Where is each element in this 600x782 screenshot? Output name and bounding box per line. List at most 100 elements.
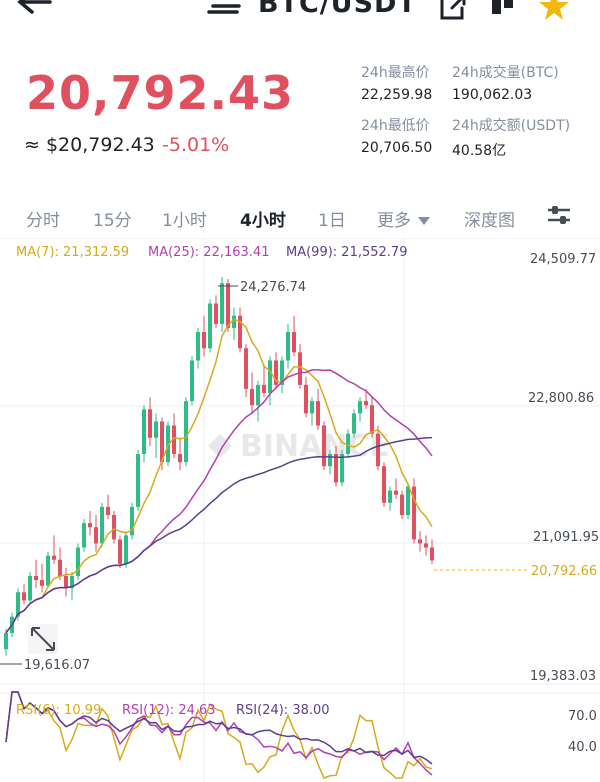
- candle-body: [394, 490, 398, 495]
- candle-body: [166, 425, 170, 463]
- price-change: -5.01%: [162, 134, 230, 156]
- expand-icon[interactable]: [28, 624, 58, 654]
- candle-body: [292, 331, 296, 353]
- high-marker-label: 24,276.74: [240, 280, 306, 295]
- rsi-line: [5, 691, 433, 779]
- candle-body: [106, 506, 110, 516]
- candle-body: [214, 303, 218, 324]
- candle-body: [232, 315, 236, 328]
- candle-body: [376, 433, 380, 467]
- candle-body: [262, 384, 266, 394]
- candle-body: [298, 352, 302, 385]
- ma25-legend: MA(25): 22,163.41: [148, 245, 270, 260]
- rsi-line: [5, 691, 433, 765]
- candle-body: [196, 331, 200, 361]
- ma99-line: [5, 436, 433, 634]
- candle-body: [280, 360, 284, 385]
- candle-body: [322, 425, 326, 467]
- candle-body: [208, 303, 212, 349]
- candle-body: [88, 523, 92, 528]
- candle-body: [4, 632, 8, 650]
- candle-body: [340, 454, 344, 483]
- high-value: 22,259.98: [361, 87, 433, 103]
- y-tick-label: 19,383.03: [530, 669, 596, 684]
- vol-usdt-value: 40.58亿: [452, 143, 507, 159]
- candle-body: [286, 331, 290, 361]
- candle-body: [76, 547, 80, 577]
- star-icon[interactable]: [538, 0, 570, 22]
- candle-body: [250, 388, 254, 406]
- candle-body: [184, 401, 188, 463]
- candle-body: [22, 592, 26, 601]
- candle-body: [40, 580, 44, 586]
- tab-15m[interactable]: 15分: [93, 211, 132, 231]
- candle-body: [70, 576, 74, 589]
- rsi-panel: [5, 691, 433, 779]
- candle-body: [316, 401, 320, 426]
- candle-body: [142, 409, 146, 455]
- tab-depth[interactable]: 深度图: [464, 211, 515, 231]
- header-bar: BTC/USDT: [0, 0, 600, 30]
- candle-body: [154, 421, 158, 438]
- candle-body: [274, 360, 278, 385]
- candle-body: [58, 559, 62, 577]
- fiat-price: ≈ $20,792.43: [24, 134, 155, 156]
- rsi-tick-label: 40.0: [568, 740, 597, 755]
- candle-body: [94, 527, 98, 544]
- last-price: 20,792.43: [26, 66, 294, 120]
- candle-body: [64, 576, 68, 589]
- ma-lines: [5, 318, 433, 634]
- candle-body: [358, 401, 362, 414]
- ma25-line: [5, 369, 433, 634]
- candle-body: [34, 576, 38, 581]
- candle-body: [268, 360, 272, 394]
- share-icon[interactable]: [438, 0, 466, 22]
- candle-body: [256, 384, 260, 406]
- rsi-tick-label: 70.0: [568, 709, 597, 724]
- tab-1h[interactable]: 1小时: [162, 211, 207, 231]
- candle-body: [418, 539, 422, 544]
- rsi12-legend: RSI(12): 24.63: [122, 703, 216, 718]
- candle-body: [124, 535, 128, 564]
- y-tick-label: 24,509.77: [530, 252, 596, 267]
- back-arrow-icon[interactable]: [14, 0, 54, 20]
- grid: [0, 238, 600, 782]
- candle-body: [220, 283, 224, 324]
- y-tick-label: 22,800.86: [528, 391, 594, 406]
- swap-icon[interactable]: [207, 0, 241, 20]
- svg-text:BINANCE: BINANCE: [240, 429, 390, 464]
- candle-body: [352, 413, 356, 434]
- candle-body: [100, 506, 104, 544]
- candle-body: [424, 543, 428, 548]
- candle-body: [28, 576, 32, 601]
- current-price-label: 20,792.66: [531, 564, 597, 579]
- candle-body: [364, 401, 368, 406]
- ma7-line: [5, 318, 433, 634]
- low-marker-label: 19,616.07: [24, 658, 90, 673]
- candle-body: [82, 523, 86, 548]
- candle-body: [412, 486, 416, 540]
- candle-body: [328, 454, 332, 467]
- pair-title[interactable]: BTC/USDT: [258, 0, 417, 19]
- tab-more[interactable]: 更多: [377, 206, 431, 231]
- candle-body: [202, 331, 206, 349]
- candle-body: [112, 515, 116, 540]
- candle-body: [370, 405, 374, 434]
- candle-body: [430, 547, 434, 561]
- kline-chart[interactable]: BINANCE 24,509.77 22,800.86 21,091.95 19…: [0, 238, 600, 782]
- low-label: 24h最低价: [361, 118, 430, 134]
- tab-line[interactable]: 分时: [26, 211, 60, 231]
- bookmark-icon[interactable]: [490, 0, 516, 20]
- tab-4h[interactable]: 4小时: [240, 211, 286, 231]
- candles: [4, 276, 434, 656]
- vol-usdt-label: 24h成交额(USDT): [452, 118, 571, 134]
- vol-btc-label: 24h成交量(BTC): [452, 65, 559, 81]
- settings-sliders-icon[interactable]: [546, 202, 572, 228]
- low-value: 20,706.50: [361, 140, 433, 156]
- tab-1d[interactable]: 1日: [318, 211, 346, 231]
- caret-down-icon: [418, 216, 431, 225]
- candle-body: [172, 425, 176, 455]
- candle-body: [388, 490, 392, 503]
- candle-body: [406, 486, 410, 516]
- candle-body: [130, 506, 134, 536]
